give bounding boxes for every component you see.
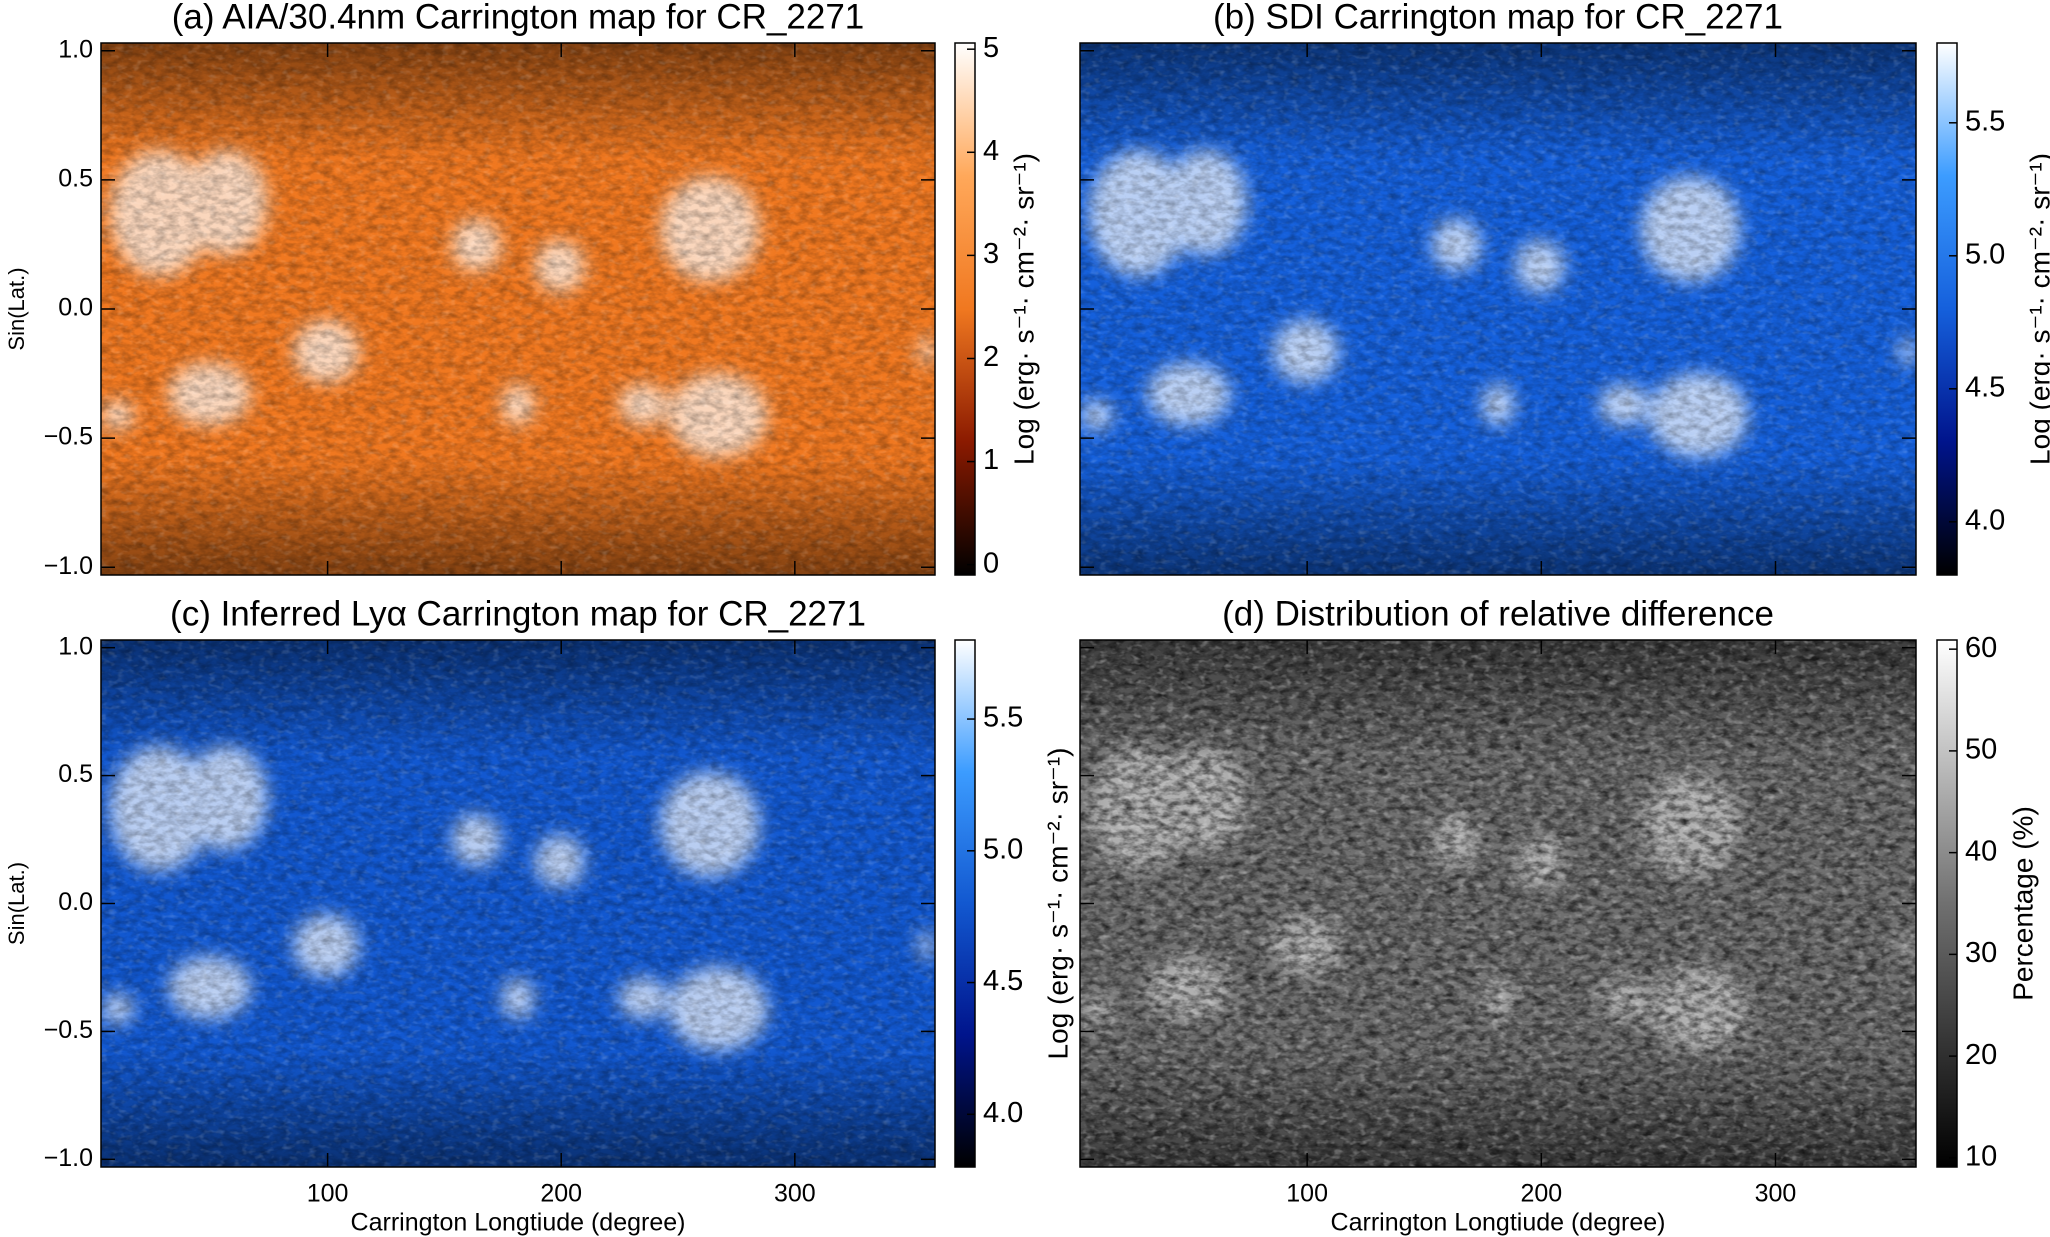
map-image bbox=[1080, 43, 1916, 575]
colorbar-tick-label: 30 bbox=[1965, 937, 1997, 969]
x-tick-label: 100 bbox=[307, 1180, 349, 1208]
colorbar-tick-label: 40 bbox=[1965, 835, 1997, 867]
colorbar-tick-label: 2 bbox=[983, 341, 999, 373]
colorbar-tick-label: 4 bbox=[983, 135, 999, 167]
x-tick-label: 300 bbox=[1755, 1180, 1797, 1208]
map-grain-light bbox=[101, 43, 935, 575]
y-axis-label: Sin(Lat.) bbox=[4, 862, 29, 945]
colorbar-tick-label: 5 bbox=[983, 32, 999, 64]
y-tick-label: 0.5 bbox=[58, 760, 93, 788]
colorbar bbox=[1936, 42, 1958, 576]
x-axis-label: Carrington Longtiude (degree) bbox=[351, 1209, 686, 1237]
colorbar-tick-label: 10 bbox=[1965, 1140, 1997, 1172]
chart-title: (d) Distribution of relative difference bbox=[1222, 594, 1774, 633]
colorbar-tick-label: 5.0 bbox=[1965, 238, 2005, 270]
colorbar-tick-label: 5.5 bbox=[983, 702, 1023, 734]
map-image bbox=[101, 43, 935, 575]
map-grain-light bbox=[1080, 43, 1916, 575]
colorbar-label: Percentage (%) bbox=[2007, 806, 2038, 1001]
colorbar bbox=[954, 42, 976, 576]
map-image bbox=[1080, 640, 1916, 1167]
colorbar-tick-label: 50 bbox=[1965, 734, 1997, 766]
colorbar-tick-label: 4.5 bbox=[983, 965, 1023, 997]
map-grain-light bbox=[101, 640, 935, 1167]
x-tick-label: 200 bbox=[540, 1180, 582, 1208]
y-tick-label: 1.0 bbox=[58, 632, 93, 660]
x-tick-label: 100 bbox=[1286, 1180, 1328, 1208]
colorbar-tick-label: 4.5 bbox=[1965, 371, 2005, 403]
colorbar-tick-label: 4.0 bbox=[983, 1097, 1023, 1129]
y-tick-label: 0.0 bbox=[58, 294, 93, 322]
colorbar bbox=[954, 639, 976, 1168]
map-image bbox=[101, 640, 935, 1167]
y-axis-label: Sin(Lat.) bbox=[4, 267, 29, 350]
colorbar-label: Log (erg· s⁻¹· cm⁻²· sr⁻¹) bbox=[1008, 153, 1039, 465]
colorbar-tick-label: 20 bbox=[1965, 1039, 1997, 1071]
colorbar-tick-label: 5.0 bbox=[983, 833, 1023, 865]
chart-title: (c) Inferred Lyα Carrington map for CR_2… bbox=[170, 594, 866, 633]
colorbar-label: Log (erg· s⁻¹· cm⁻²· sr⁻¹) bbox=[2024, 153, 2050, 465]
y-tick-label: −0.5 bbox=[44, 423, 93, 451]
map-grain-light bbox=[1080, 640, 1916, 1167]
x-tick-label: 200 bbox=[1520, 1180, 1562, 1208]
x-axis-label: Carrington Longtiude (degree) bbox=[1331, 1209, 1666, 1237]
y-tick-label: −0.5 bbox=[44, 1016, 93, 1044]
colorbar-tick-label: 0 bbox=[983, 547, 999, 579]
x-tick-label: 300 bbox=[774, 1180, 816, 1208]
colorbar-label: Log (erg· s⁻¹· cm⁻²· sr⁻¹) bbox=[1042, 748, 1073, 1060]
y-tick-label: −1.0 bbox=[44, 1144, 93, 1172]
colorbar-tick-label: 60 bbox=[1965, 632, 1997, 664]
chart-title: (b) SDI Carrington map for CR_2271 bbox=[1213, 0, 1783, 36]
colorbar-tick-label: 1 bbox=[983, 444, 999, 476]
colorbar-tick-label: 4.0 bbox=[1965, 504, 2005, 536]
colorbar-tick-label: 3 bbox=[983, 238, 999, 270]
colorbar bbox=[1936, 639, 1958, 1168]
y-tick-label: 1.0 bbox=[58, 35, 93, 63]
y-tick-label: −1.0 bbox=[44, 552, 93, 580]
y-tick-label: 0.5 bbox=[58, 164, 93, 192]
colorbar-tick-label: 5.5 bbox=[1965, 105, 2005, 137]
y-tick-label: 0.0 bbox=[58, 888, 93, 916]
chart-title: (a) AIA/30.4nm Carrington map for CR_227… bbox=[172, 0, 865, 36]
